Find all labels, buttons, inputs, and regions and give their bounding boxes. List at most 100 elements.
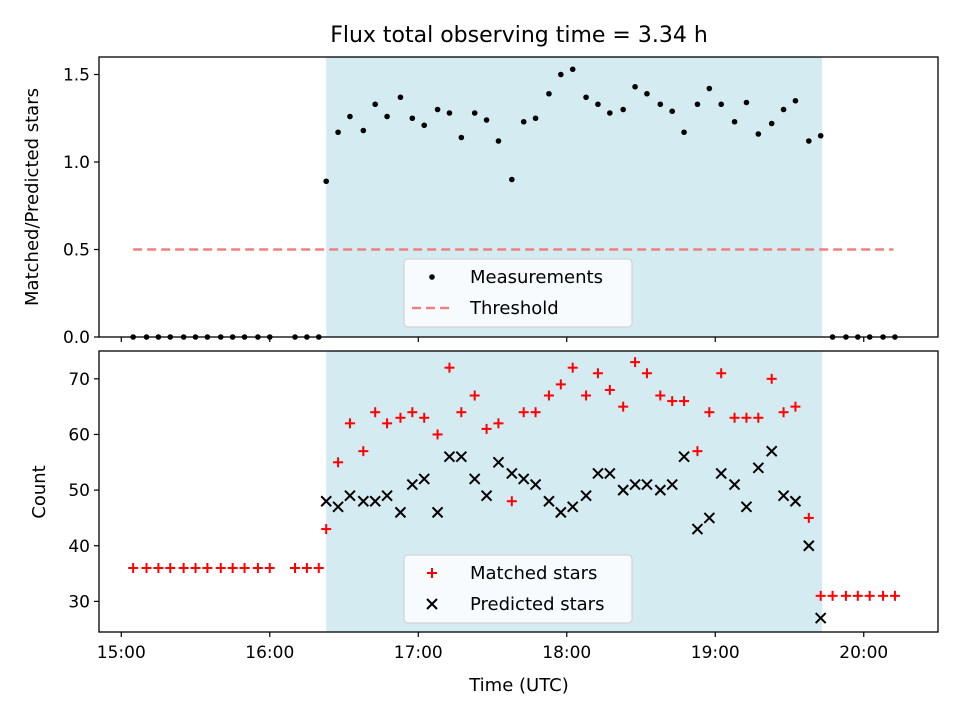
matched-star-point <box>778 407 789 418</box>
x-axis-label: Time (UTC) <box>468 675 569 696</box>
predicted-star-point <box>617 484 629 496</box>
y-tick-label: 1.0 <box>63 153 90 173</box>
predicted-star-point <box>715 467 727 480</box>
matched-star-point <box>165 563 176 574</box>
matched-star-point <box>518 407 529 418</box>
matched-star-point <box>456 407 467 418</box>
matched-star-point <box>407 407 418 418</box>
matched-star-point <box>215 563 226 574</box>
measurement-point <box>694 101 701 108</box>
measurement-point <box>532 115 539 122</box>
predicted-star-point <box>529 478 542 491</box>
matched-star-point <box>592 368 603 379</box>
matched-star-point <box>803 512 814 523</box>
measurement-point <box>780 106 787 113</box>
predicted-star-point <box>492 456 505 468</box>
matched-star-point <box>141 563 152 574</box>
matched-star-point <box>370 407 381 418</box>
measurement-point <box>471 110 478 116</box>
predicted-star-point <box>803 540 815 552</box>
matched-star-point <box>290 563 301 574</box>
axes-frame <box>98 56 939 338</box>
matched-star-point <box>618 401 629 412</box>
measurement-point <box>347 113 353 120</box>
predicted-star-point <box>418 473 430 485</box>
legend-label: Predicted stars <box>470 594 604 615</box>
matched-star-point <box>667 396 678 407</box>
matched-star-point <box>543 390 554 401</box>
matched-star-point <box>344 418 355 429</box>
top-y-axis-label: Matched/Predicted stars <box>22 88 43 306</box>
matched-star-point <box>321 524 332 535</box>
measurement-point <box>620 106 626 113</box>
predicted-star-point <box>666 478 678 491</box>
matched-star-point <box>753 412 764 423</box>
legend: Matched stars Predicted stars <box>403 554 633 624</box>
predicted-star-point <box>629 478 641 491</box>
matched-star-point <box>840 590 851 601</box>
predicted-star-point <box>320 495 332 507</box>
predicted-star-point <box>332 501 344 513</box>
measurement-point <box>669 108 675 115</box>
matched-star-point <box>481 423 492 434</box>
predicted-star-point <box>455 451 468 463</box>
measurement-point <box>768 120 775 127</box>
matched-star-point <box>301 563 312 574</box>
matched-star-point <box>493 418 504 429</box>
matched-star-point <box>815 590 826 601</box>
measurement-point <box>607 110 613 116</box>
matched-star-point <box>252 563 263 574</box>
matched-star-point <box>889 590 900 601</box>
measurement-point <box>335 129 341 136</box>
measurement-point <box>483 117 490 123</box>
axes-frame <box>98 350 939 633</box>
predicted-star-point <box>394 506 407 519</box>
predicted-star-point <box>480 489 493 502</box>
matched-star-point <box>655 390 666 401</box>
y-tick-label: 1.5 <box>63 66 90 86</box>
measurement-point <box>546 90 552 97</box>
predicted-star-point <box>814 612 827 624</box>
y-tick-label: 40 <box>68 537 90 557</box>
measurement-point <box>706 85 713 92</box>
matched-star-point <box>190 563 201 574</box>
measurement-point <box>421 122 428 129</box>
y-tick-label: 0.0 <box>63 328 90 348</box>
matched-star-point <box>178 563 189 574</box>
predicted-star-point <box>468 473 481 485</box>
matched-star-point <box>827 590 838 601</box>
measurement-point <box>372 101 379 108</box>
matched-star-point <box>530 407 541 418</box>
measurement-point <box>446 110 453 116</box>
legend-marker-matched <box>427 568 437 578</box>
predicted-star-point <box>777 489 790 502</box>
measurement-point <box>323 178 329 185</box>
matched-star-point <box>239 563 250 574</box>
matched-star-point <box>128 563 139 574</box>
x-tick-label: 16:00 <box>245 643 294 663</box>
matched-star-point <box>469 390 480 401</box>
predicted-star-point <box>543 495 555 507</box>
y-tick-label: 60 <box>68 425 90 445</box>
measurement-point <box>409 115 416 122</box>
predicted-star-point <box>506 467 518 480</box>
matched-star-point <box>419 412 430 423</box>
predicted-star-point <box>555 506 567 519</box>
x-tick-label: 17:00 <box>394 643 443 663</box>
measurement-point <box>434 106 441 113</box>
bottom-y-axis-label: Count <box>29 465 50 518</box>
measurement-point <box>657 101 664 108</box>
predicted-star-point <box>344 489 356 502</box>
chart-title: Flux total observing time = 3.34 h <box>330 23 708 48</box>
predicted-star-point <box>381 489 393 502</box>
measurement-point <box>509 176 515 183</box>
predicted-star-point <box>752 462 765 474</box>
measurement-point <box>558 71 564 78</box>
legend-marker-predicted <box>426 598 438 610</box>
predicted-star-point <box>580 489 592 502</box>
predicted-star-point <box>728 478 741 491</box>
y-tick-label: 0.5 <box>63 241 90 261</box>
predicted-star-point <box>566 501 579 513</box>
predicted-star-point <box>431 506 444 519</box>
legend-label: Threshold <box>469 298 559 319</box>
